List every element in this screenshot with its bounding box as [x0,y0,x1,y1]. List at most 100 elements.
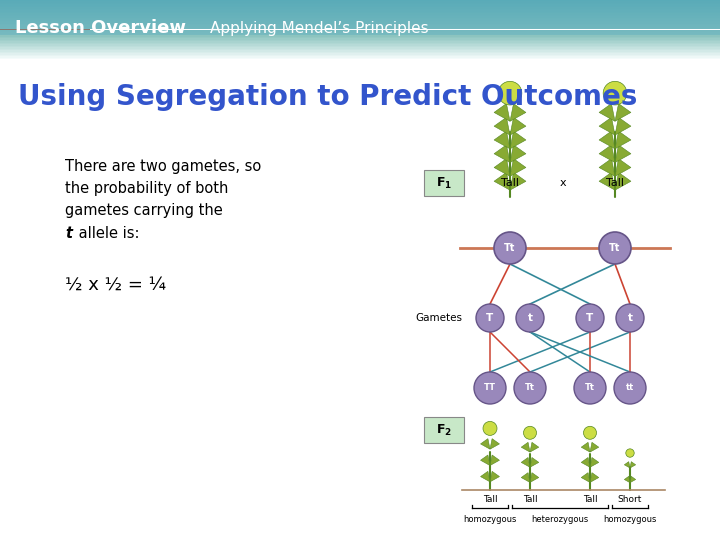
Bar [0,2,720,3]
Polygon shape [590,457,599,467]
Bar [0,49,720,50]
Polygon shape [624,476,630,483]
Polygon shape [630,476,636,483]
Polygon shape [615,104,631,122]
Bar [0,12,720,14]
Circle shape [614,372,646,404]
Bar [0,16,720,18]
Bar [0,26,720,28]
Polygon shape [530,472,539,482]
Text: $\mathregular{F_1}$: $\mathregular{F_1}$ [436,176,452,191]
Polygon shape [581,457,590,467]
Bar [0,40,720,41]
Polygon shape [521,442,530,452]
Circle shape [626,449,634,457]
Bar [0,53,720,55]
Polygon shape [494,145,510,163]
Bar [0,10,720,12]
Bar [0,44,720,46]
Text: t: t [628,313,632,323]
Circle shape [516,304,544,332]
Bar [0,43,720,44]
Polygon shape [615,172,631,190]
Polygon shape [599,131,615,149]
Polygon shape [599,117,615,135]
Bar [0,52,720,53]
Bar [0,41,720,43]
Polygon shape [599,159,615,177]
Text: Short: Short [618,496,642,504]
Polygon shape [494,131,510,149]
Bar [0,0,720,2]
FancyBboxPatch shape [424,170,464,196]
Text: homozygous: homozygous [603,516,657,524]
Polygon shape [630,462,636,468]
Text: $\mathregular{F_2}$: $\mathregular{F_2}$ [436,422,452,437]
Bar [0,46,720,47]
Circle shape [583,426,596,440]
Bar [0,58,720,59]
Polygon shape [494,104,510,122]
Polygon shape [494,159,510,177]
Polygon shape [615,117,631,135]
Text: Tt: Tt [504,243,516,253]
Polygon shape [521,457,530,467]
Polygon shape [599,104,615,122]
Bar [0,4,720,6]
Text: the probability of both: the probability of both [65,181,228,197]
Bar [0,34,720,36]
Bar [0,31,720,32]
Circle shape [603,82,627,105]
Text: Tt: Tt [525,383,535,393]
Text: TT: TT [484,383,496,393]
Text: Tall: Tall [482,496,498,504]
Text: t: t [528,313,533,323]
Circle shape [474,372,506,404]
Polygon shape [510,104,526,122]
Text: homozygous: homozygous [463,516,517,524]
Bar [0,50,720,52]
Bar [0,36,720,37]
Polygon shape [494,172,510,190]
Bar [0,8,720,9]
Bar [0,0,90,59]
Polygon shape [530,442,539,452]
Text: T: T [487,313,494,323]
Bar [0,25,720,26]
Bar [0,28,720,30]
Text: heterozygous: heterozygous [531,516,589,524]
Polygon shape [480,471,490,482]
Bar [0,56,720,58]
Text: Tall: Tall [582,496,598,504]
Text: Tt: Tt [609,243,621,253]
Polygon shape [581,472,590,482]
Text: Tall: Tall [501,178,519,188]
Text: tt: tt [626,383,634,393]
Bar [0,15,720,16]
Circle shape [498,82,522,105]
Bar [0,19,720,21]
Circle shape [514,372,546,404]
Bar [0,55,720,56]
Circle shape [574,372,606,404]
Text: t: t [65,226,72,240]
Polygon shape [490,471,500,482]
Polygon shape [590,442,599,452]
Polygon shape [490,455,500,465]
Circle shape [576,304,604,332]
Text: Tt: Tt [585,383,595,393]
Circle shape [599,232,631,264]
Polygon shape [521,472,530,482]
Text: T: T [586,313,593,323]
Bar [0,38,720,40]
Bar [0,47,720,49]
FancyBboxPatch shape [424,417,464,443]
Text: Gametes: Gametes [415,313,462,323]
Text: Lesson Overview: Lesson Overview [15,19,186,37]
Bar [0,24,720,25]
Bar [0,30,720,31]
Polygon shape [510,159,526,177]
Bar [0,6,720,8]
Bar [0,9,720,10]
Circle shape [494,232,526,264]
